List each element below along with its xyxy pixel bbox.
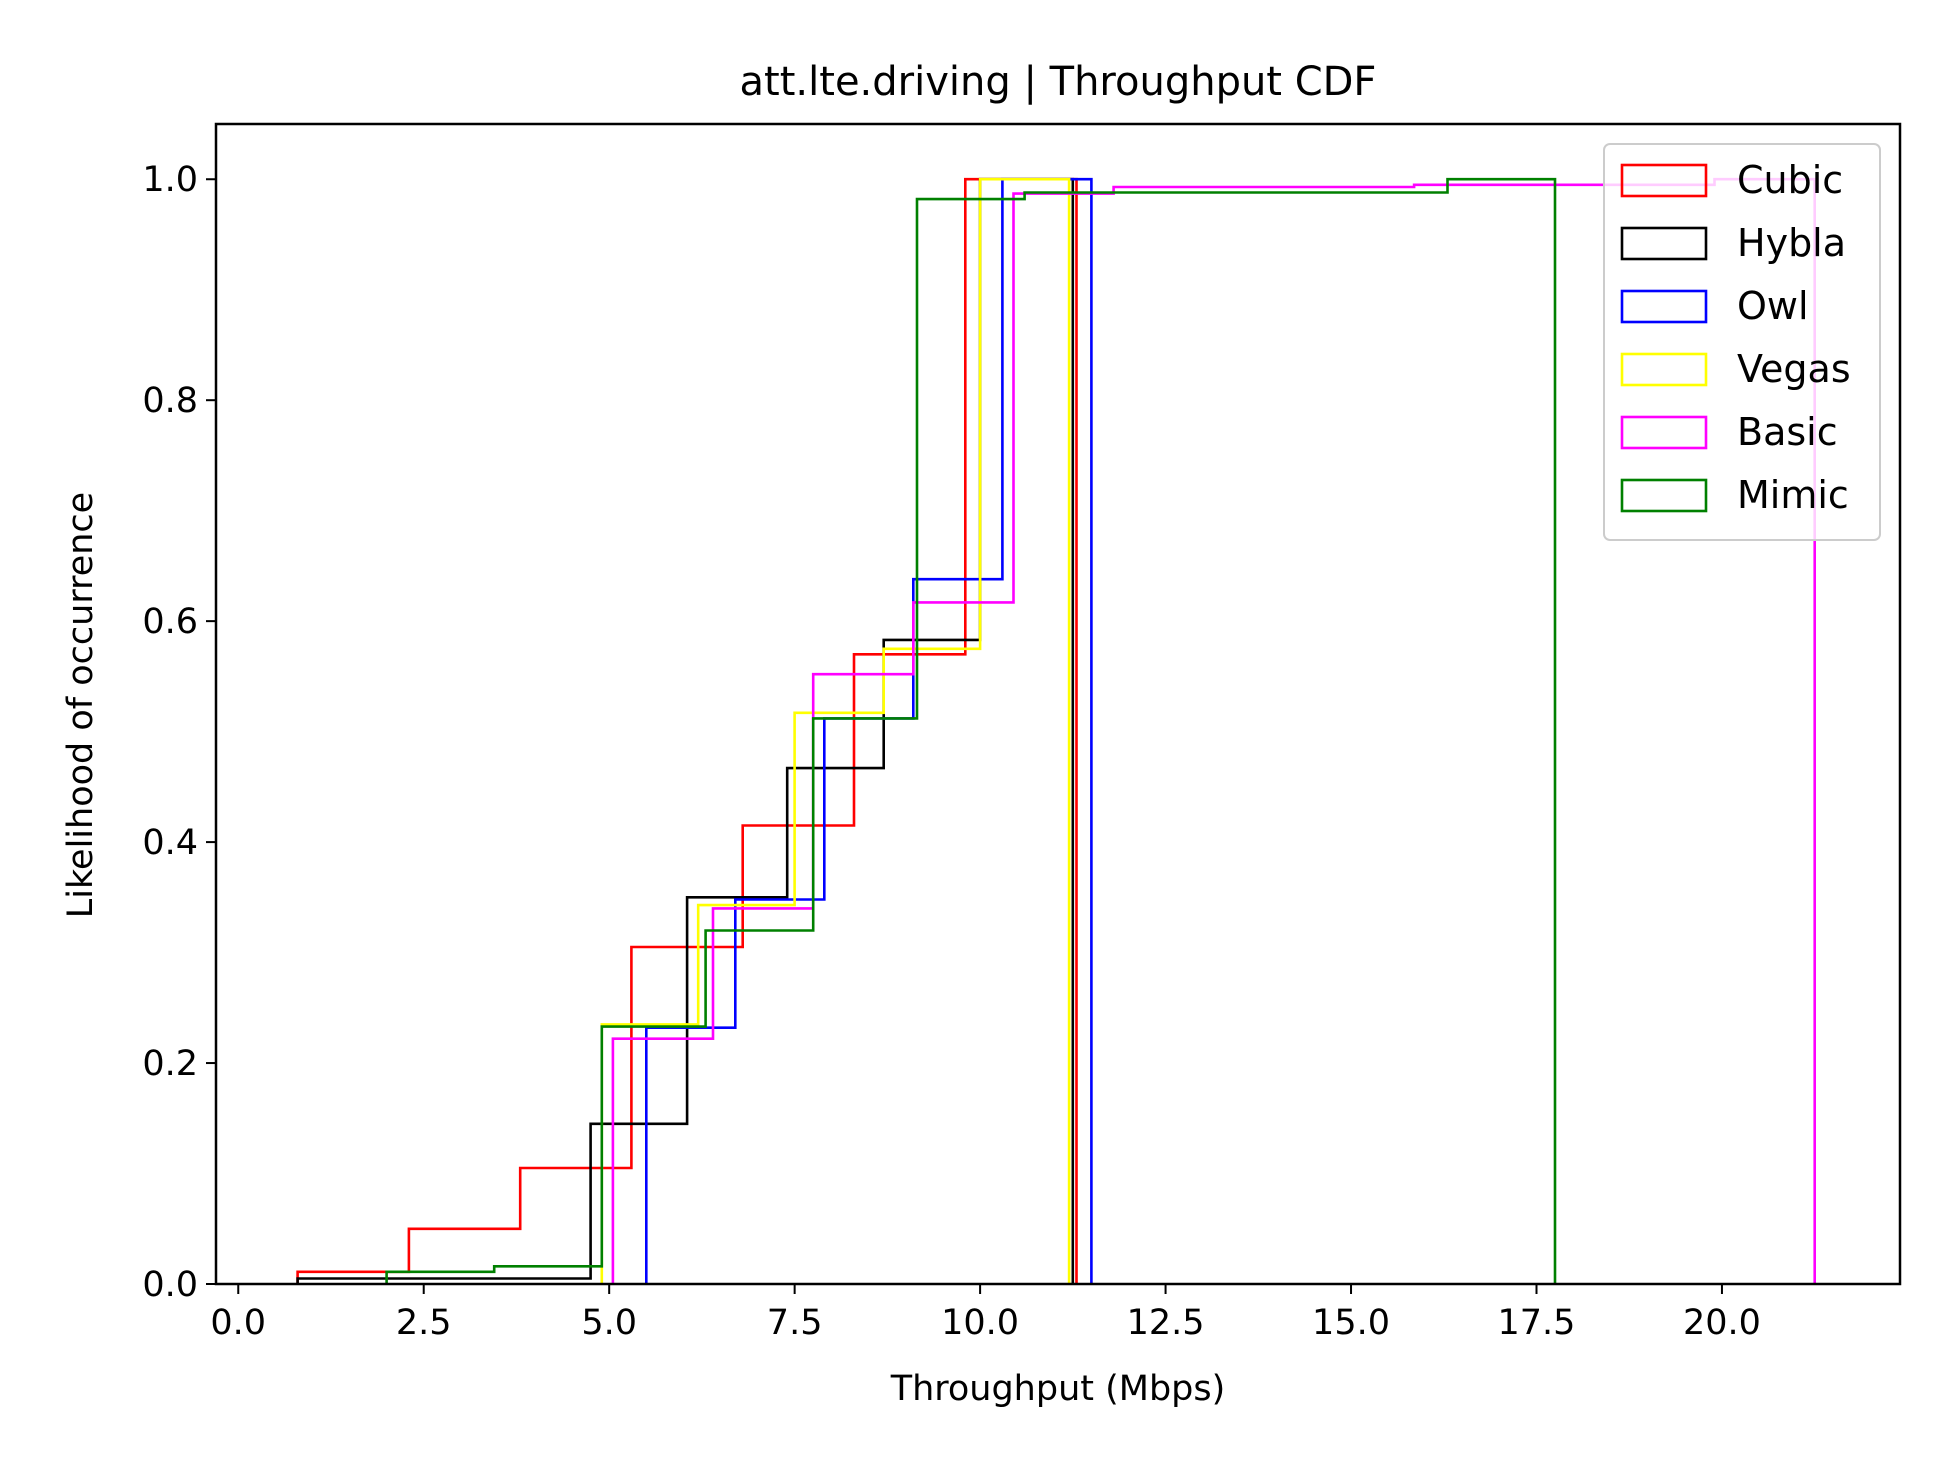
x-tick-label: 17.5 bbox=[1498, 1303, 1576, 1343]
x-axis-label: Throughput (Mbps) bbox=[890, 1369, 1226, 1409]
x-tick-label: 20.0 bbox=[1683, 1303, 1761, 1343]
legend-box bbox=[1603, 143, 1881, 541]
x-tick-label: 0.0 bbox=[210, 1303, 266, 1343]
x-tick-label: 12.5 bbox=[1127, 1303, 1205, 1343]
axis-ticks: 0.0 2.5 5.0 7.5 10.0 12.5 15.0 17.5 20.0 0.0 0.2 0.… bbox=[142, 160, 1761, 1343]
y-tick-label: 1.0 bbox=[142, 160, 198, 200]
y-tick-label: 0.0 bbox=[142, 1265, 198, 1305]
legend-label-basic: Basic bbox=[1737, 410, 1838, 454]
series-vegas-step-line bbox=[600, 177, 1071, 1284]
y-axis-label: Likelihood of occurrence bbox=[61, 492, 101, 918]
legend-label-mimic: Mimic bbox=[1737, 473, 1849, 517]
legend-swatch-vegas bbox=[1620, 352, 1708, 387]
legend-label-hybla: Hybla bbox=[1737, 221, 1846, 265]
y-tick-label: 0.6 bbox=[142, 602, 198, 642]
x-tick-label: 5.0 bbox=[581, 1303, 637, 1343]
y-tick-label: 0.8 bbox=[142, 381, 198, 421]
series-mimic-step-line bbox=[385, 177, 1557, 1284]
legend: Cubic Hybla Owl Vegas Basic Mimic bbox=[1603, 143, 1881, 541]
chart-title: att.lte.driving | Throughput CDF bbox=[740, 59, 1377, 105]
x-tick-label: 7.5 bbox=[767, 1303, 823, 1343]
legend-swatch-mimic bbox=[1620, 478, 1708, 513]
plot-series bbox=[296, 177, 1816, 1284]
legend-label-vegas: Vegas bbox=[1737, 347, 1851, 391]
x-tick-label: 2.5 bbox=[396, 1303, 452, 1343]
legend-label-cubic: Cubic bbox=[1737, 158, 1843, 202]
legend-label-owl: Owl bbox=[1737, 284, 1809, 328]
y-tick-label: 0.2 bbox=[142, 1044, 198, 1084]
legend-swatch-hybla bbox=[1620, 226, 1708, 261]
legend-swatch-cubic bbox=[1620, 163, 1708, 198]
legend-swatch-basic bbox=[1620, 415, 1708, 450]
plot-frame bbox=[214, 122, 1902, 1286]
x-tick-label: 15.0 bbox=[1312, 1303, 1390, 1343]
x-tick-label: 10.0 bbox=[941, 1303, 1019, 1343]
y-tick-label: 0.4 bbox=[142, 823, 198, 863]
legend-swatch-owl bbox=[1620, 289, 1708, 324]
